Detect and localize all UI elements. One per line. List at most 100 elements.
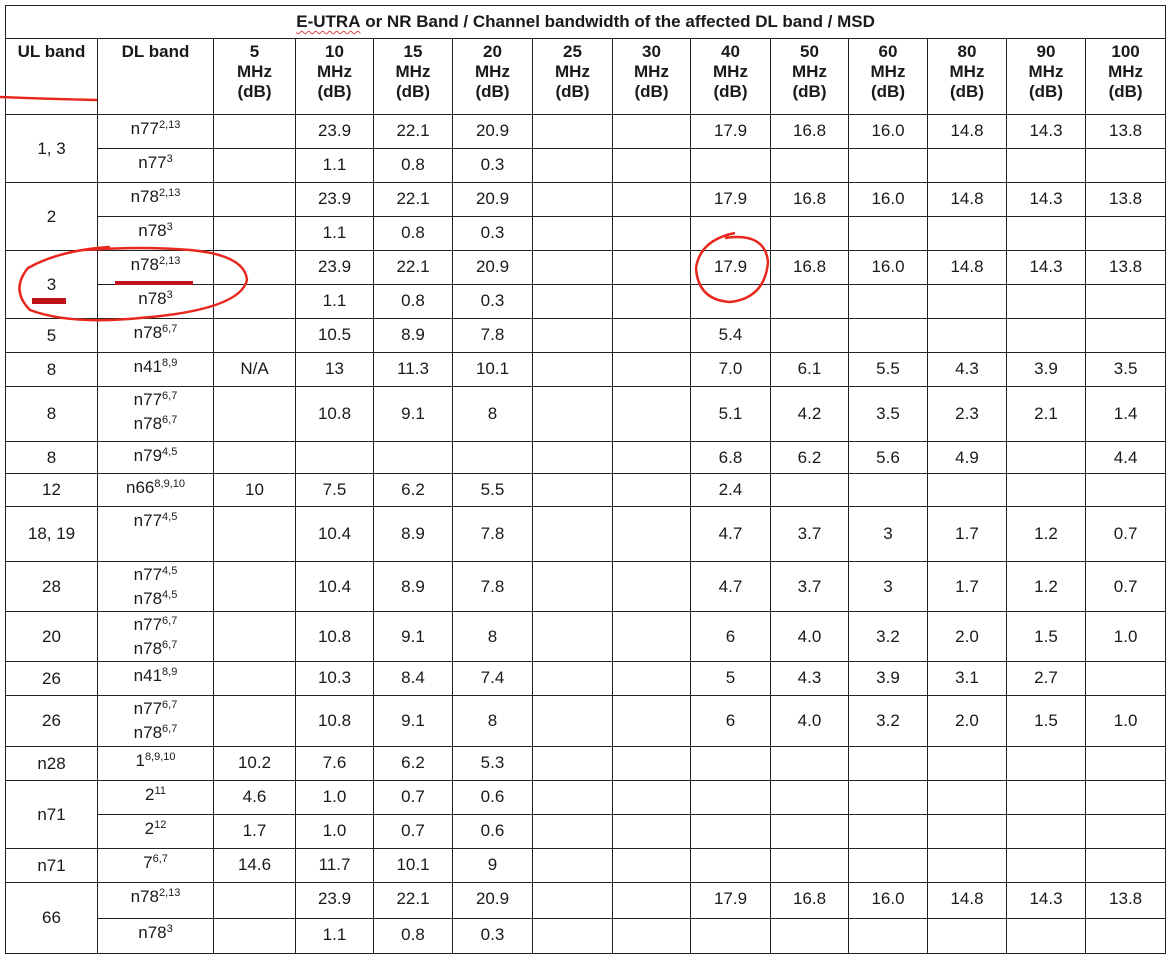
msd-value-cell bbox=[452, 441, 533, 474]
msd-value-cell bbox=[770, 918, 849, 954]
ul-band-cell: n71 bbox=[5, 780, 98, 849]
footnote-ref: 2,13 bbox=[158, 255, 181, 267]
msd-value-cell: 10.8 bbox=[295, 695, 374, 747]
ul-band-cell: 2 bbox=[5, 182, 98, 251]
msd-value-cell bbox=[213, 695, 296, 747]
msd-value-cell: 6.1 bbox=[770, 352, 849, 387]
msd-value-cell bbox=[1006, 780, 1086, 815]
msd-value-cell: 22.1 bbox=[373, 882, 453, 919]
dl-band-cell: n786,7 bbox=[97, 318, 214, 353]
msd-value-cell: 14.3 bbox=[1006, 250, 1086, 285]
msd-value-cell: 10.5 bbox=[295, 318, 374, 353]
msd-value-cell bbox=[1084, 848, 1167, 883]
msd-value-cell bbox=[1006, 473, 1086, 507]
msd-value-cell bbox=[927, 848, 1007, 883]
dl-band-line: n776,7 bbox=[98, 697, 213, 721]
band-number: 2 bbox=[145, 785, 155, 804]
msd-value-cell: 3.9 bbox=[1006, 352, 1086, 387]
footnote-ref: 6,7 bbox=[162, 323, 178, 335]
msd-value-cell bbox=[612, 661, 691, 696]
band-number: n77 bbox=[133, 615, 163, 634]
msd-value-cell: 0.6 bbox=[452, 814, 533, 849]
msd-value-cell: 5 bbox=[690, 661, 771, 696]
table-row: n28 18,9,10 10.2 7.6 6.2 5.3 bbox=[5, 746, 1167, 781]
dl-band-line: n783 bbox=[98, 221, 213, 241]
dl-band-cell: n774,5 n784,5 bbox=[97, 561, 214, 612]
dl-band-cell: n772,13 bbox=[97, 114, 214, 149]
dl-band-line: 18,9,10 bbox=[98, 751, 213, 771]
msd-value-cell bbox=[612, 848, 691, 883]
band-number: n77 bbox=[133, 390, 163, 409]
msd-value-cell: 3.2 bbox=[848, 611, 928, 662]
footnote-ref: 11 bbox=[154, 785, 166, 797]
msd-value-cell bbox=[770, 216, 849, 251]
msd-value-cell bbox=[213, 386, 296, 442]
column-header: 25 MHz (dB) bbox=[532, 38, 613, 115]
msd-value-cell: 3.7 bbox=[770, 506, 849, 562]
msd-value-cell bbox=[848, 918, 928, 954]
msd-value-cell bbox=[612, 148, 691, 183]
band-number: n78 bbox=[133, 639, 163, 658]
table-row: n773 1.1 0.8 0.3 bbox=[6, 148, 1167, 183]
dl-band-cell: n794,5 bbox=[97, 441, 214, 474]
dl-band-line: n772,13 bbox=[98, 119, 213, 139]
table-row: 12 n668,9,10 10 7.5 6.2 5.5 2.4 bbox=[5, 473, 1167, 507]
band-number: n79 bbox=[133, 446, 163, 465]
msd-value-cell bbox=[612, 473, 691, 507]
msd-value-cell: 6 bbox=[690, 695, 771, 747]
msd-value-cell bbox=[532, 473, 613, 507]
table-row: n783 1.1 0.8 0.3 bbox=[6, 216, 1167, 251]
msd-value-cell: 1.1 bbox=[295, 284, 374, 319]
msd-value-cell: 10.3 bbox=[295, 661, 374, 696]
msd-value-cell bbox=[612, 250, 691, 285]
msd-value-cell bbox=[1084, 473, 1167, 507]
dl-band-line: n776,7 bbox=[98, 613, 213, 637]
msd-value-cell bbox=[690, 746, 771, 781]
table-row: 26 n776,7 n786,7 10.8 9.1 8 6 4.0 3.2 2.0 1.5 1.0 bbox=[5, 695, 1167, 747]
ul-band-cell: 8 bbox=[5, 441, 98, 474]
footnote-ref: 2,13 bbox=[158, 119, 181, 131]
msd-value-cell bbox=[1006, 284, 1086, 319]
footnote-ref: 6,7 bbox=[162, 723, 178, 735]
msd-value-cell bbox=[1084, 318, 1167, 353]
band-number: n77 bbox=[133, 565, 163, 584]
band-number: n78 bbox=[138, 923, 167, 942]
msd-value-cell bbox=[612, 695, 691, 747]
band-number: n77 bbox=[138, 153, 167, 172]
msd-value-cell: 0.3 bbox=[452, 148, 533, 183]
msd-value-cell bbox=[1084, 746, 1167, 781]
footnote-ref: 4,5 bbox=[162, 446, 178, 458]
msd-value-cell: 2.3 bbox=[927, 386, 1007, 442]
msd-value-cell bbox=[532, 182, 613, 217]
msd-value-cell: 7.4 bbox=[452, 661, 533, 696]
dl-band-line: n782,13 bbox=[98, 187, 213, 207]
dl-band-cell: 18,9,10 bbox=[97, 746, 214, 781]
msd-value-cell bbox=[690, 284, 771, 319]
column-header: 15 MHz (dB) bbox=[373, 38, 453, 115]
msd-value-cell bbox=[612, 318, 691, 353]
column-header: 30 MHz (dB) bbox=[612, 38, 691, 115]
msd-value-cell: 5.1 bbox=[690, 386, 771, 442]
ul-band-cell: n71 bbox=[5, 848, 98, 883]
table-row: 2 n782,13 23.9 22.1 20.9 17.9 16.8 16.0 14.8 14.3… bbox=[5, 182, 1167, 251]
msd-value-cell bbox=[532, 318, 613, 353]
msd-value-cell: 0.8 bbox=[373, 216, 453, 251]
msd-value-cell: 1.2 bbox=[1006, 561, 1086, 612]
msd-value-cell: 10.2 bbox=[213, 746, 296, 781]
dl-band-line: 212 bbox=[98, 819, 213, 839]
msd-value-cell: 1.5 bbox=[1006, 611, 1086, 662]
table-row: 1, 3 n772,13 23.9 22.1 20.9 17.9 16.8 16.0 14.8 1… bbox=[5, 114, 1167, 183]
msd-value-cell bbox=[532, 386, 613, 442]
msd-value-cell: 9 bbox=[452, 848, 533, 883]
msd-value-cell: 4.3 bbox=[927, 352, 1007, 387]
msd-value-cell: 0.8 bbox=[373, 918, 453, 954]
footnote-ref: 8,9,10 bbox=[144, 751, 176, 763]
msd-value-cell bbox=[213, 148, 296, 183]
msd-value-cell: 13.8 bbox=[1084, 182, 1167, 217]
msd-value-cell: 1.7 bbox=[927, 506, 1007, 562]
msd-value-cell: 3.5 bbox=[1084, 352, 1167, 387]
dl-band-cell: n668,9,10 bbox=[97, 473, 214, 507]
dl-band-line: n418,9 bbox=[98, 666, 213, 686]
msd-value-cell: 4.9 bbox=[927, 441, 1007, 474]
table-row: 18, 19 n774,5 10.4 8.9 7.8 4.7 3.7 3 1.7 1.2 0.7 bbox=[5, 506, 1167, 562]
